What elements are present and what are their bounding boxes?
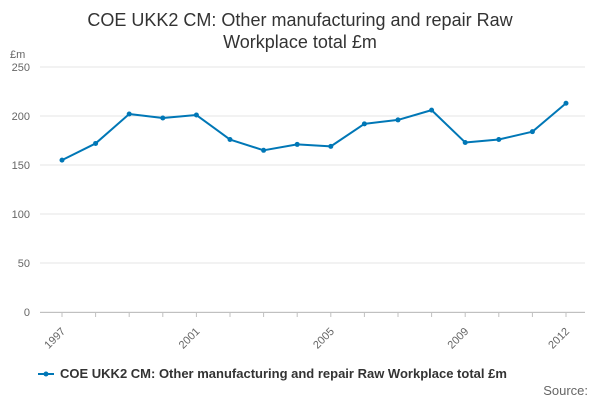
data-point[interactable] — [193, 112, 199, 118]
series-line — [61, 102, 567, 161]
chart-title-line-2: Workplace total £m — [223, 32, 377, 52]
x-tick-label: 2012 — [546, 326, 572, 352]
y-tick-label: 100 — [12, 209, 30, 221]
x-tick-label: 2001 — [177, 326, 203, 352]
data-point[interactable] — [160, 115, 166, 121]
data-point[interactable] — [294, 141, 300, 147]
data-point[interactable] — [529, 129, 535, 135]
data-point[interactable] — [328, 143, 334, 149]
data-point[interactable] — [126, 111, 132, 117]
data-point[interactable] — [395, 117, 401, 123]
data-point[interactable] — [429, 107, 435, 113]
legend-point-marker — [43, 371, 49, 377]
x-axis: 1997 2001 2005 2009 2012 — [40, 312, 585, 351]
data-point[interactable] — [227, 137, 233, 143]
y-tick-label: 0 — [24, 307, 30, 319]
x-tick-label: 1997 — [42, 326, 68, 352]
data-point[interactable] — [361, 121, 367, 127]
legend[interactable]: COE UKK2 CM: Other manufacturing and rep… — [38, 366, 507, 381]
source-label: Source: — [543, 383, 588, 398]
series-group — [59, 100, 569, 163]
data-point[interactable] — [261, 147, 267, 153]
data-point[interactable] — [59, 157, 65, 163]
y-axis-ticks: 0 50 100 150 200 250 — [12, 62, 30, 319]
data-point[interactable] — [563, 100, 569, 106]
x-tick-label: 2009 — [446, 326, 472, 352]
y-tick-label: 200 — [12, 111, 30, 123]
data-point[interactable] — [462, 139, 468, 145]
y-tick-label: 50 — [18, 258, 30, 270]
y-tick-label: 150 — [12, 160, 30, 172]
x-tick-label: 2005 — [311, 326, 337, 352]
legend-label: COE UKK2 CM: Other manufacturing and rep… — [60, 366, 507, 381]
gridlines — [40, 66, 585, 313]
data-point[interactable] — [93, 140, 99, 146]
y-axis-unit: £m — [10, 49, 25, 61]
y-tick-label: 250 — [12, 62, 30, 74]
data-point[interactable] — [496, 137, 502, 143]
chart-title-line-1: COE UKK2 CM: Other manufacturing and rep… — [87, 10, 513, 30]
